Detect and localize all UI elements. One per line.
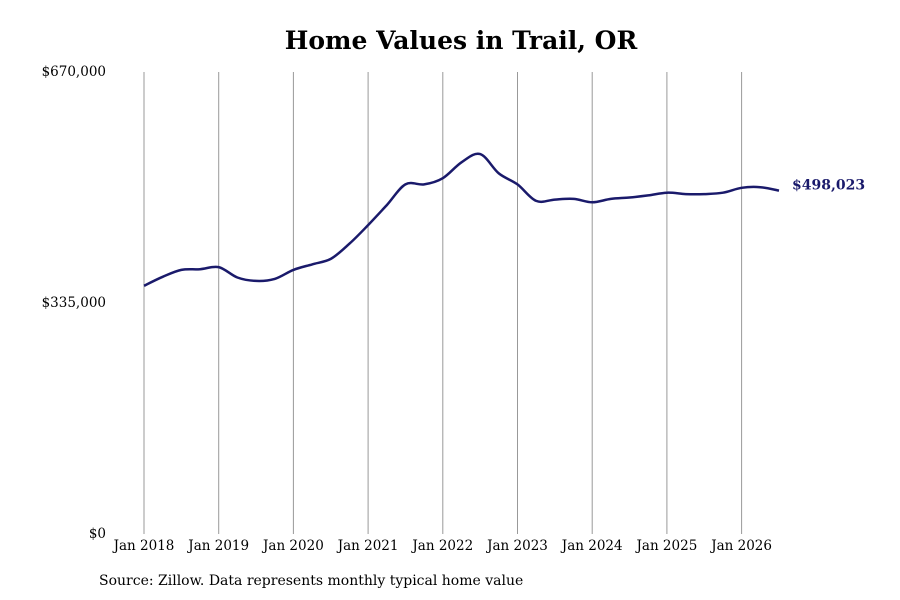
y-tick-label: $670,000 [42,64,106,80]
chart-title: Home Values in Trail, OR [284,26,638,55]
x-tick-label: Jan 2022 [410,538,473,554]
x-tick-label: Jan 2021 [336,538,399,554]
y-tick-label: $0 [89,526,106,542]
x-tick-label: Jan 2020 [261,538,324,554]
home-value-line [143,152,780,287]
x-tick-label: Jan 2018 [112,538,175,554]
x-tick-label: Jan 2023 [485,538,548,554]
x-tick-label: Jan 2024 [560,538,623,554]
source-note: Source: Zillow. Data represents monthly … [99,573,524,589]
x-tick-label: Jan 2019 [186,538,249,554]
x-tick-label: Jan 2025 [634,538,697,554]
x-tick-label: Jan 2026 [709,538,772,554]
y-tick-label: $335,000 [42,295,106,311]
end-value-label: $498,023 [792,178,865,194]
